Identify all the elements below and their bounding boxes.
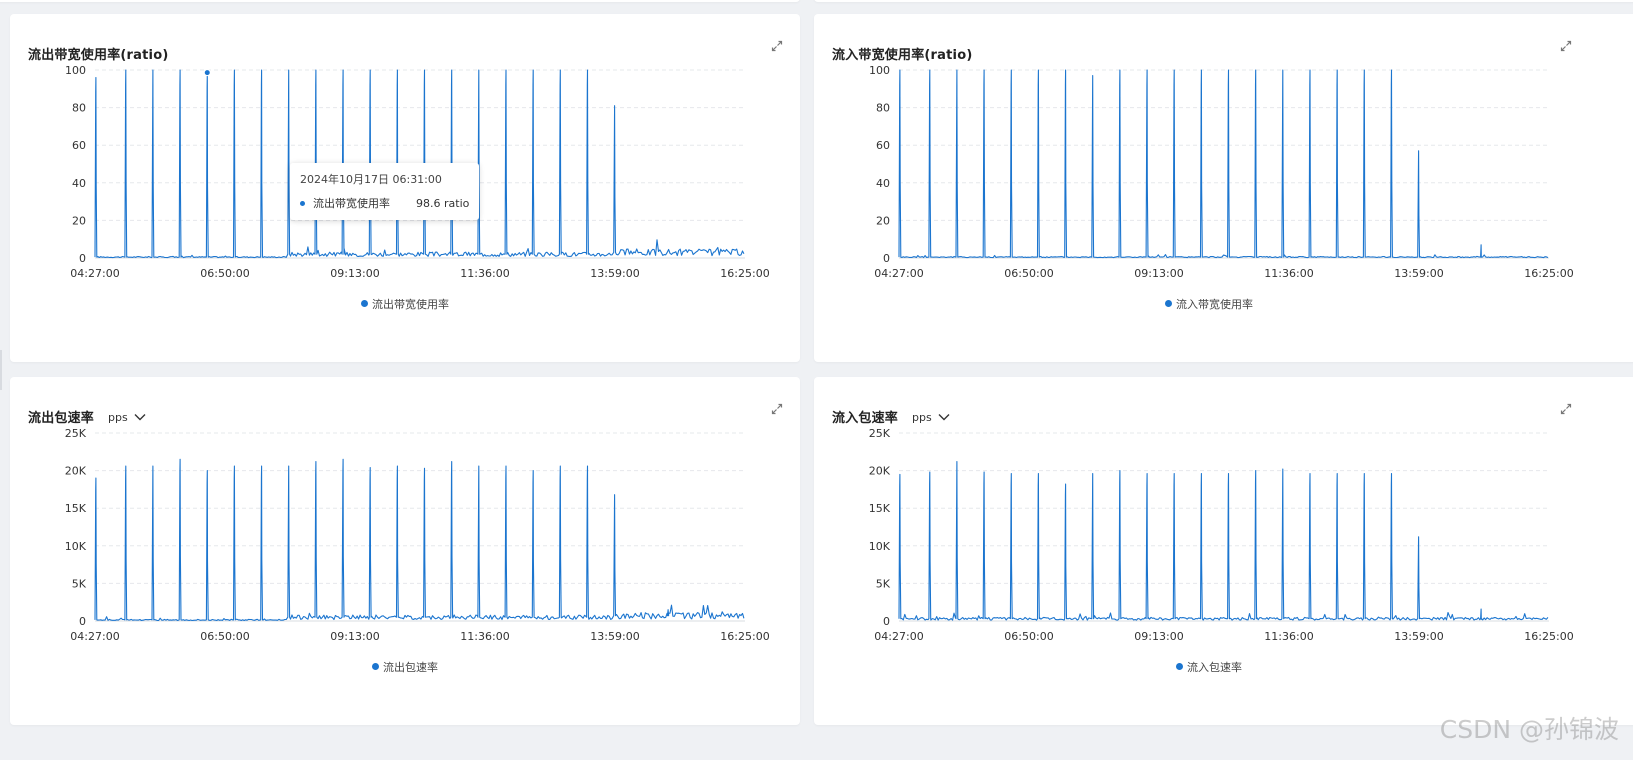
chart-panel-in-packets: 流入包速率 pps 25K 20K 15K 10K 5K 0 04:27:00 06:50:0… (814, 377, 1633, 725)
chart-panel-in-bandwidth: 流入带宽使用率(ratio) 100 80 60 40 20 0 04:27:00 06:50… (814, 14, 1633, 362)
y-tick-label: 10K (65, 540, 87, 553)
legend-dot-icon (372, 662, 379, 670)
x-tick-label: 13:59:00 (1394, 267, 1443, 280)
x-tick-label: 16:25:00 (720, 630, 769, 643)
x-tick-label: 16:25:00 (720, 267, 769, 280)
tooltip-time: 2024年10月17日 06:31:00 (300, 173, 442, 186)
expand-icon[interactable] (769, 401, 785, 417)
x-tick-label: 13:59:00 (590, 267, 639, 280)
x-tick-label: 13:59:00 (1394, 630, 1443, 643)
y-tick-label: 5K (876, 577, 891, 590)
y-tick-label: 60 (72, 139, 86, 152)
y-tick-label: 0 (79, 252, 86, 265)
hover-point[interactable] (203, 69, 211, 77)
legend-dot-icon (1165, 299, 1172, 307)
y-tick-label: 20 (72, 214, 86, 227)
chart-legend[interactable]: 流出包速率 (10, 659, 800, 675)
panel-title: 流入包速率 (832, 411, 899, 426)
chart-tooltip: 2024年10月17日 06:31:00 流出带宽使用率 98.6 ratio (290, 163, 480, 220)
tooltip-value: 98.6 ratio (416, 196, 470, 210)
chart-canvas[interactable]: 25K 20K 15K 10K 5K 0 04:27:00 06:50:00 09:13:00 1… (10, 377, 800, 725)
x-tick-label: 04:27:00 (70, 630, 119, 643)
x-tick-label: 06:50:00 (1004, 267, 1053, 280)
panel-title: 流入带宽使用率(ratio) (832, 48, 973, 63)
series-line[interactable] (898, 69, 1549, 259)
x-tick-label: 04:27:00 (874, 267, 923, 280)
chevron-down-icon (938, 414, 950, 421)
series-line[interactable] (898, 461, 1549, 621)
y-tick-label: 0 (883, 615, 890, 628)
x-tick-label: 04:27:00 (70, 267, 119, 280)
y-tick-label: 5K (72, 577, 87, 590)
y-tick-label: 10K (869, 540, 891, 553)
x-tick-label: 11:36:00 (1264, 267, 1313, 280)
chart-panel-out-packets: 流出包速率 pps 25K 20K 15K 10K 5K 0 04:27:00 06:50:0… (10, 377, 800, 725)
previous-card-edge-right (814, 0, 1633, 2)
y-tick-label: 40 (72, 177, 86, 190)
watermark: CSDN @孙锦波 (1439, 715, 1619, 744)
x-tick-label: 04:27:00 (874, 630, 923, 643)
x-tick-label: 16:25:00 (1524, 630, 1573, 643)
panel-title: 流出包速率 (28, 411, 95, 426)
x-tick-label: 06:50:00 (1004, 630, 1053, 643)
legend-label: 流入包速率 (1187, 661, 1242, 674)
x-tick-label: 11:36:00 (460, 630, 509, 643)
y-tick-label: 20K (65, 465, 87, 478)
tooltip-series: 流出带宽使用率 (313, 197, 390, 210)
unit-select[interactable]: pps (108, 408, 146, 426)
legend-label: 流出包速率 (383, 661, 438, 674)
legend-dot-icon (361, 299, 368, 307)
y-tick-label: 20K (869, 465, 891, 478)
x-tick-label: 09:13:00 (330, 267, 379, 280)
expand-icon[interactable] (769, 38, 785, 54)
legend-label: 流入带宽使用率 (1176, 298, 1253, 311)
legend-label: 流出带宽使用率 (372, 298, 449, 311)
y-tick-label: 100 (869, 64, 890, 77)
series-line[interactable] (94, 458, 745, 622)
chart-canvas[interactable]: 100 80 60 40 20 0 04:27:00 06:50:00 09:13:00 11:3… (10, 14, 800, 362)
unit-value: pps (912, 410, 932, 424)
chart-legend[interactable]: 流入带宽使用率 (814, 296, 1604, 312)
series-line[interactable] (94, 69, 745, 259)
unit-value: pps (108, 410, 128, 424)
y-tick-label: 20 (876, 214, 890, 227)
x-tick-label: 09:13:00 (330, 630, 379, 643)
y-tick-label: 15K (65, 502, 87, 515)
y-tick-label: 15K (869, 502, 891, 515)
expand-icon[interactable] (1558, 401, 1574, 417)
chart-panel-out-bandwidth: 流出带宽使用率(ratio) 100 80 60 40 20 0 04:27:00 06:50… (10, 14, 800, 362)
previous-card-edge-left (0, 0, 800, 2)
chart-canvas[interactable]: 100 80 60 40 20 0 04:27:00 06:50:00 09:13:00 11:3… (814, 14, 1633, 362)
chart-legend[interactable]: 流入包速率 (814, 659, 1604, 675)
y-tick-label: 25K (65, 427, 87, 440)
y-tick-label: 25K (869, 427, 891, 440)
x-tick-label: 06:50:00 (200, 630, 249, 643)
x-tick-label: 11:36:00 (1264, 630, 1313, 643)
x-tick-label: 09:13:00 (1134, 630, 1183, 643)
chevron-down-icon (134, 414, 146, 421)
tooltip-row: 流出带宽使用率 98.6 ratio (300, 195, 469, 211)
panel-title: 流出带宽使用率(ratio) (28, 48, 169, 63)
x-tick-label: 16:25:00 (1524, 267, 1573, 280)
chart-legend[interactable]: 流出带宽使用率 (10, 296, 800, 312)
y-tick-label: 80 (72, 102, 86, 115)
x-tick-label: 11:36:00 (460, 267, 509, 280)
chart-canvas[interactable]: 25K 20K 15K 10K 5K 0 04:27:00 06:50:00 09:13:00 1… (814, 377, 1633, 725)
y-tick-label: 60 (876, 139, 890, 152)
y-tick-label: 0 (883, 252, 890, 265)
x-tick-label: 13:59:00 (590, 630, 639, 643)
x-tick-label: 09:13:00 (1134, 267, 1183, 280)
y-tick-label: 0 (79, 615, 86, 628)
left-edge-marker (0, 350, 2, 390)
x-tick-label: 06:50:00 (200, 267, 249, 280)
tooltip-dot-icon (300, 200, 305, 206)
y-tick-label: 80 (876, 102, 890, 115)
unit-select[interactable]: pps (912, 408, 950, 426)
expand-icon[interactable] (1558, 38, 1574, 54)
legend-dot-icon (1176, 662, 1183, 670)
y-tick-label: 40 (876, 177, 890, 190)
y-tick-label: 100 (65, 64, 86, 77)
